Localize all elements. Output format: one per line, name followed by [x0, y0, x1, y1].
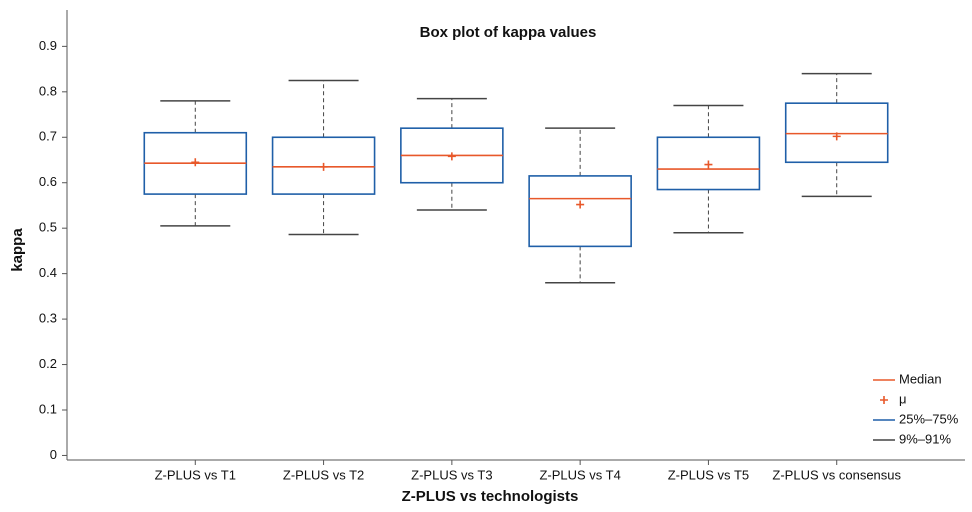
x-tick-label: Z-PLUS vs T2 — [283, 467, 364, 482]
legend-swatch — [880, 396, 888, 404]
legend-label: 25%–75% — [899, 411, 959, 426]
mean-marker — [191, 158, 200, 167]
box — [656, 136, 761, 191]
y-tick-label: 0.2 — [39, 356, 57, 371]
mean-marker — [832, 132, 841, 141]
y-tick-label: 0.8 — [39, 83, 57, 98]
y-tick-label: 0.1 — [39, 401, 57, 416]
mean-marker — [319, 162, 328, 171]
x-axis-label: Z-PLUS vs technologists — [402, 488, 579, 505]
legend-label: μ — [899, 391, 907, 406]
box — [784, 102, 889, 164]
y-tick-label: 0 — [50, 447, 57, 462]
y-tick-label: 0.4 — [39, 265, 57, 280]
legend-label: 9%–91% — [899, 431, 951, 446]
y-tick-label: 0.5 — [39, 220, 57, 235]
mean-marker — [447, 152, 456, 161]
y-tick-label: 0.6 — [39, 174, 57, 189]
mean-marker — [704, 160, 713, 169]
y-tick-label: 0.3 — [39, 311, 57, 326]
x-tick-label: Z-PLUS vs T4 — [539, 467, 620, 482]
y-tick-label: 0.7 — [39, 129, 57, 144]
box — [271, 136, 376, 195]
x-tick-label: Z-PLUS vs T3 — [411, 467, 492, 482]
mean-marker — [576, 200, 585, 209]
x-tick-label: Z-PLUS vs T1 — [155, 467, 236, 482]
y-axis-label: kappa — [9, 228, 26, 272]
y-tick-label: 0.9 — [39, 38, 57, 53]
x-tick-label: Z-PLUS vs T5 — [668, 467, 749, 482]
chart-title: Box plot of kappa values — [420, 24, 597, 41]
box — [528, 175, 632, 248]
legend-label: Median — [899, 371, 942, 386]
x-tick-label: Z-PLUS vs consensus — [772, 467, 901, 482]
